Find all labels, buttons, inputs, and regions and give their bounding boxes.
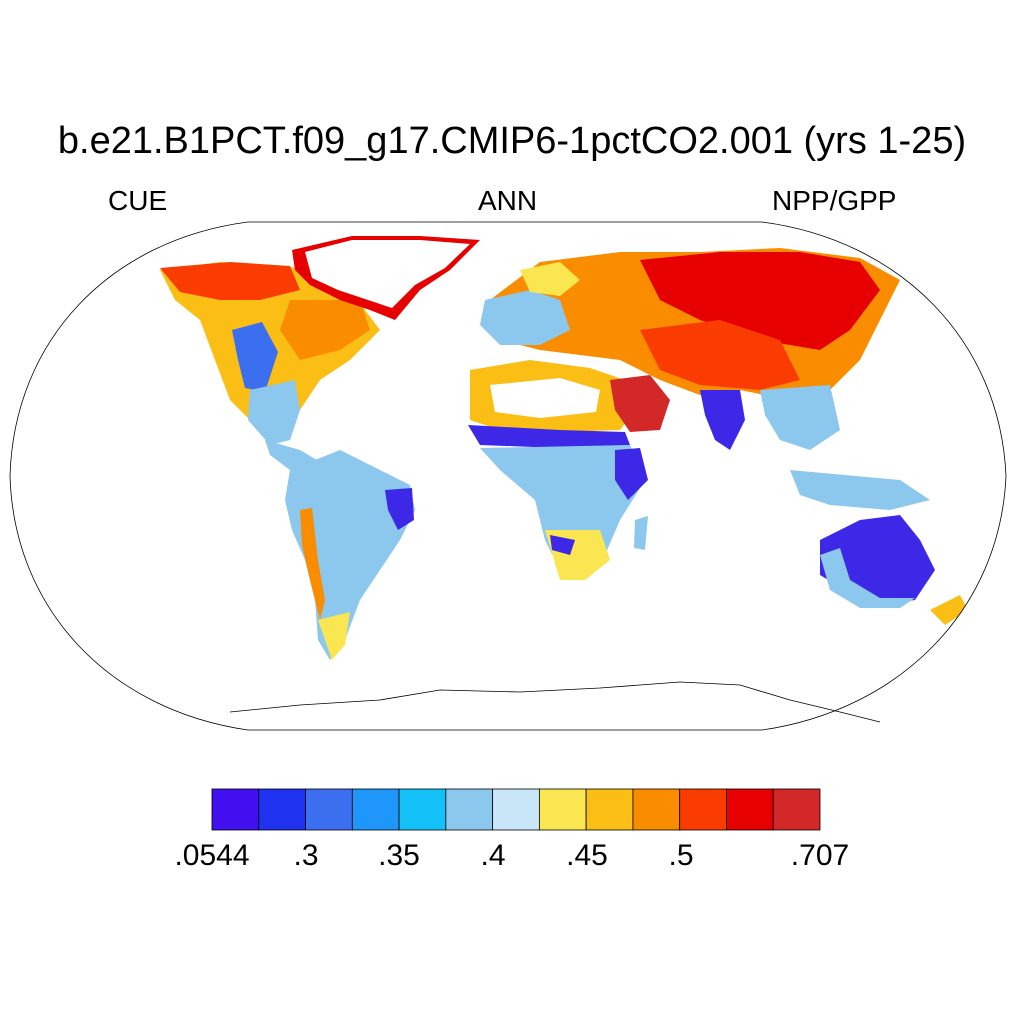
colorbar-box bbox=[585, 788, 634, 831]
colorbar-tick-label: .707 bbox=[790, 839, 850, 872]
south-africa-blue bbox=[550, 535, 575, 555]
colorbar-box bbox=[305, 788, 353, 831]
sahara-white bbox=[490, 378, 600, 418]
colorbar-box bbox=[258, 788, 306, 831]
southeast-asia-region bbox=[760, 385, 840, 450]
colorbar-box bbox=[445, 788, 494, 831]
colorbar-box bbox=[726, 788, 774, 831]
colorbar-box bbox=[632, 788, 681, 831]
colorbar-tick-label: .3 bbox=[293, 839, 319, 872]
sahel-band bbox=[468, 425, 630, 448]
indonesia-region bbox=[790, 470, 930, 510]
north-america-west-region bbox=[232, 322, 278, 392]
siberia-region bbox=[640, 252, 880, 350]
colorbar-box bbox=[679, 788, 727, 831]
ratio-label: NPP/GPP bbox=[772, 185, 897, 216]
colorbar-box bbox=[398, 788, 447, 831]
variable-label: CUE bbox=[108, 185, 168, 216]
colorbar bbox=[211, 788, 821, 831]
colorbar-tick-label: .45 bbox=[566, 839, 608, 872]
arabia-region bbox=[610, 375, 670, 432]
land-data-layer bbox=[160, 236, 968, 660]
colorbar-box bbox=[538, 788, 587, 831]
australia-edge bbox=[820, 548, 915, 608]
season-label: ANN bbox=[478, 185, 538, 216]
colorbar-box bbox=[492, 788, 540, 831]
patagonia-region bbox=[318, 612, 350, 660]
north-america-south-region bbox=[248, 380, 300, 445]
brazil-east-region bbox=[385, 488, 414, 530]
europe-region bbox=[480, 290, 570, 345]
madagascar-region bbox=[634, 516, 648, 550]
greenland-ice bbox=[305, 240, 470, 308]
plot-title: b.e21.B1PCT.f09_g17.CMIP6-1pctCO2.001 (y… bbox=[57, 120, 967, 162]
colorbar-tick-label: .5 bbox=[668, 839, 694, 872]
colorbar-box bbox=[211, 788, 260, 831]
colorbar-tick-label: .35 bbox=[378, 839, 420, 872]
canada-north-region bbox=[160, 262, 300, 300]
colorbar-tick-label: .0544 bbox=[174, 839, 250, 872]
andes-region bbox=[300, 508, 325, 620]
east-africa-region bbox=[615, 448, 648, 500]
map-frame bbox=[9, 221, 1007, 731]
colorbar-box bbox=[351, 788, 400, 831]
antarctica-coastline bbox=[229, 681, 881, 723]
central-asia-region bbox=[640, 320, 800, 390]
colorbar-box bbox=[772, 788, 821, 831]
scandinavia-region bbox=[520, 262, 580, 296]
india-region bbox=[700, 390, 745, 450]
colorbar-tick-label: .4 bbox=[480, 839, 506, 872]
north-america-east-region bbox=[280, 300, 370, 360]
new-zealand-region bbox=[930, 595, 968, 625]
